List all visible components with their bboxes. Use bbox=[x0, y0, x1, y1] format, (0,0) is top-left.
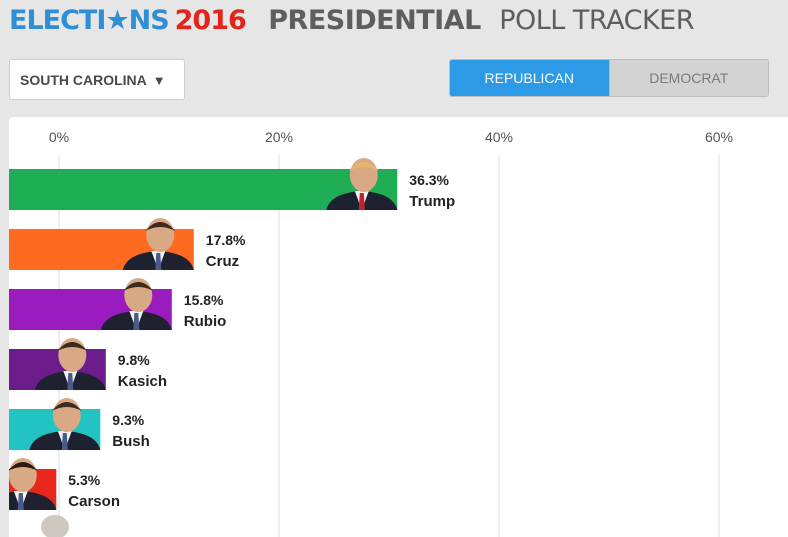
star-icon: ★ bbox=[105, 5, 129, 36]
candidate-name-label: Rubio bbox=[184, 313, 227, 330]
bar-chart: 0% 20% 40% 60% 36.3% Trump 17.8% Cruz 15.8% Rubio… bbox=[9, 129, 733, 537]
page-subtitle: POLL TRACKER bbox=[499, 5, 694, 36]
value-label: 9.8% bbox=[118, 352, 150, 368]
carson-photo-icon bbox=[9, 458, 57, 510]
brand-logo: ELECTI★NS 2016 bbox=[9, 5, 247, 36]
candidate-name-label: Carson bbox=[68, 493, 120, 510]
kasich-photo-icon bbox=[34, 338, 106, 390]
chevron-down-icon: ▼ bbox=[152, 73, 166, 88]
x-tick-label: 20% bbox=[265, 129, 293, 145]
brand-year: 2016 bbox=[174, 5, 247, 36]
value-label: 15.8% bbox=[184, 292, 224, 308]
value-label: 5.3% bbox=[68, 472, 100, 488]
chart-panel: 0% 20% 40% 60% 36.3% Trump 17.8% Cruz 15.8% Rubio… bbox=[9, 117, 788, 537]
rubio-photo-icon bbox=[100, 278, 172, 330]
value-label: 9.3% bbox=[112, 412, 144, 428]
value-label: 17.8% bbox=[206, 232, 246, 248]
candidate-name-label: Bush bbox=[112, 433, 150, 450]
cruz-photo-icon bbox=[122, 218, 194, 270]
state-dropdown-label: SOUTH CAROLINA bbox=[20, 72, 147, 88]
value-label: 36.3% bbox=[409, 172, 449, 188]
page-title: PRESIDENTIAL bbox=[268, 5, 481, 36]
x-tick-label: 60% bbox=[705, 129, 733, 145]
x-tick-label: 0% bbox=[49, 129, 69, 145]
republican-tab[interactable]: REPUBLICAN bbox=[450, 60, 609, 96]
trump-photo-icon bbox=[326, 158, 398, 210]
bush-photo-icon bbox=[29, 398, 101, 450]
next-candidate-photo-icon bbox=[41, 515, 69, 537]
party-toggle: REPUBLICAN DEMOCRAT bbox=[449, 59, 769, 97]
state-dropdown[interactable]: SOUTH CAROLINA ▼ bbox=[9, 59, 185, 100]
candidate-name-label: Kasich bbox=[118, 373, 167, 390]
candidate-name-label: Cruz bbox=[206, 253, 239, 270]
header: ELECTI★NS 2016 PRESIDENTIAL POLL TRACKER bbox=[9, 5, 694, 41]
candidate-name-label: Trump bbox=[409, 193, 455, 210]
x-tick-label: 40% bbox=[485, 129, 513, 145]
democrat-tab[interactable]: DEMOCRAT bbox=[608, 60, 768, 96]
